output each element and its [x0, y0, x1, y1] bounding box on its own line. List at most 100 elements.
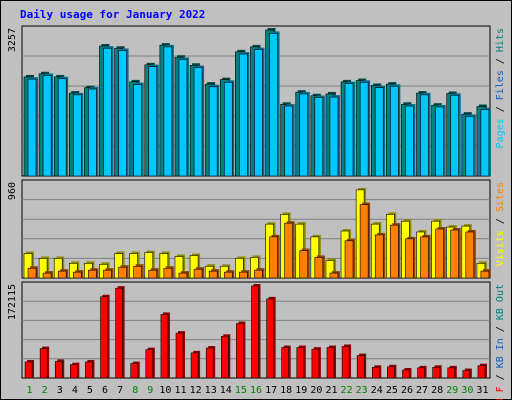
bar-bottom-kb-f-8: [130, 363, 139, 379]
bar-top-pages-20: [314, 97, 324, 177]
bar-bottom-kb-f-5: [85, 361, 93, 379]
bar-middle-sites-5: [88, 269, 97, 279]
bar-middle-sites-21: [329, 272, 339, 279]
bar-middle-sites-27: [420, 236, 429, 279]
bar-bottom-kb-f-16: [251, 285, 259, 379]
bar-bottom-kb-f-19: [296, 347, 305, 379]
bar-bottom-kb-f-6: [100, 296, 108, 379]
bar-top-pages-29: [450, 95, 460, 177]
bar-top-pages-4: [72, 94, 82, 177]
bar-middle-sites-23: [359, 204, 369, 279]
bar-top-pages-11: [178, 59, 188, 177]
bar-top-pages-5: [88, 88, 97, 177]
bar-bottom-kb-f-28: [432, 367, 440, 379]
legend-separator: /: [495, 212, 506, 230]
x-tick-label-26: 26: [401, 385, 413, 396]
bar-middle-sites-8: [133, 265, 142, 279]
bar-top-pages-18: [284, 105, 293, 177]
bar-middle-sites-10: [163, 267, 173, 279]
bar-bottom-kb-f-18: [281, 347, 289, 379]
bar-top-pages-10: [163, 46, 173, 177]
x-tick-label-16: 16: [250, 385, 262, 396]
bar-top-pages-14: [223, 82, 233, 177]
bar-middle-sites-14: [223, 271, 233, 279]
bar-middle-sites-1: [27, 267, 37, 279]
bar-bottom-kb-f-14: [221, 336, 229, 379]
bar-top-pages-6: [103, 47, 112, 177]
bar-middle-sites-12: [193, 268, 203, 279]
bar-top-pages-9: [148, 66, 158, 177]
bar-top-pages-8: [133, 84, 142, 177]
y-max-label-top: 3257: [7, 28, 18, 52]
bar-middle-sites-6: [103, 269, 112, 279]
bar-top-pages-16: [254, 49, 263, 177]
legend-bottom: KB F / KB In / KB Out: [495, 284, 506, 400]
x-tick-label-7: 7: [117, 385, 123, 396]
legend-separator: /: [495, 368, 506, 386]
x-tick-label-14: 14: [220, 385, 232, 396]
bar-middle-sites-17: [269, 236, 278, 279]
bar-middle-sites-3: [57, 270, 67, 279]
bar-bottom-kb-f-29: [447, 367, 456, 379]
bar-top-pages-24: [374, 87, 384, 177]
bar-middle-sites-18: [284, 222, 293, 279]
bar-middle-sites-29: [450, 229, 460, 279]
x-tick-label-2: 2: [42, 385, 48, 396]
x-tick-label-10: 10: [159, 385, 171, 396]
y-max-label-bottom: 172115: [7, 284, 18, 320]
x-tick-label-5: 5: [87, 385, 93, 396]
x-tick-label-31: 31: [476, 385, 488, 396]
bar-top-pages-12: [193, 67, 203, 177]
legend-item-kb-f: KB F: [495, 386, 506, 400]
bar-middle-sites-7: [118, 266, 127, 279]
bar-top-pages-15: [239, 53, 248, 177]
bar-middle-sites-20: [314, 257, 324, 279]
bar-middle-sites-11: [178, 272, 188, 279]
bar-bottom-kb-f-25: [387, 366, 395, 379]
bar-middle-sites-28: [435, 228, 444, 279]
bar-bottom-kb-f-10: [160, 314, 169, 379]
x-tick-label-1: 1: [27, 385, 33, 396]
bar-top-pages-30: [465, 116, 475, 177]
bar-top-pages-25: [390, 86, 399, 177]
bar-bottom-kb-f-27: [417, 367, 425, 379]
x-tick-label-20: 20: [310, 385, 322, 396]
x-tick-label-17: 17: [265, 385, 277, 396]
x-tick-label-9: 9: [147, 385, 153, 396]
bar-top-pages-19: [299, 93, 309, 177]
legend-item-files: Files: [495, 70, 506, 100]
bar-bottom-kb-f-23: [356, 355, 365, 379]
bar-middle-sites-4: [72, 271, 82, 279]
bar-middle-sites-31: [480, 270, 490, 279]
x-tick-label-19: 19: [295, 385, 307, 396]
bar-bottom-kb-f-11: [175, 332, 184, 379]
x-tick-label-4: 4: [72, 385, 78, 396]
bar-top-pages-28: [435, 106, 444, 177]
bar-middle-sites-2: [42, 272, 52, 279]
legend-item-pages: Pages: [495, 118, 506, 148]
x-tick-label-12: 12: [190, 385, 202, 396]
legend-item-kb-out: KB Out: [495, 284, 506, 320]
x-tick-label-18: 18: [280, 385, 292, 396]
bar-bottom-kb-f-17: [266, 298, 274, 379]
x-tick-label-21: 21: [325, 385, 337, 396]
bar-middle-sites-22: [344, 240, 354, 279]
bar-bottom-kb-f-3: [54, 361, 63, 379]
legend-separator: /: [495, 320, 506, 338]
bar-middle-sites-19: [299, 250, 309, 279]
bar-bottom-kb-f-4: [70, 364, 78, 379]
bar-bottom-kb-f-2: [39, 348, 48, 379]
bar-middle-sites-26: [405, 238, 414, 279]
x-tick-label-22: 22: [341, 385, 353, 396]
bar-middle-sites-15: [239, 271, 248, 279]
bar-top-pages-31: [480, 109, 490, 177]
legend-top: Pages / Files / Hits: [495, 28, 506, 148]
legend-item-kb-in: KB In: [495, 338, 506, 368]
x-tick-label-11: 11: [174, 385, 186, 396]
bar-middle-sites-24: [374, 234, 384, 279]
legend-item-visits: Visits: [495, 230, 506, 266]
x-tick-label-3: 3: [57, 385, 63, 396]
bar-bottom-kb-f-31: [477, 365, 486, 379]
bar-middle-sites-30: [465, 231, 475, 279]
